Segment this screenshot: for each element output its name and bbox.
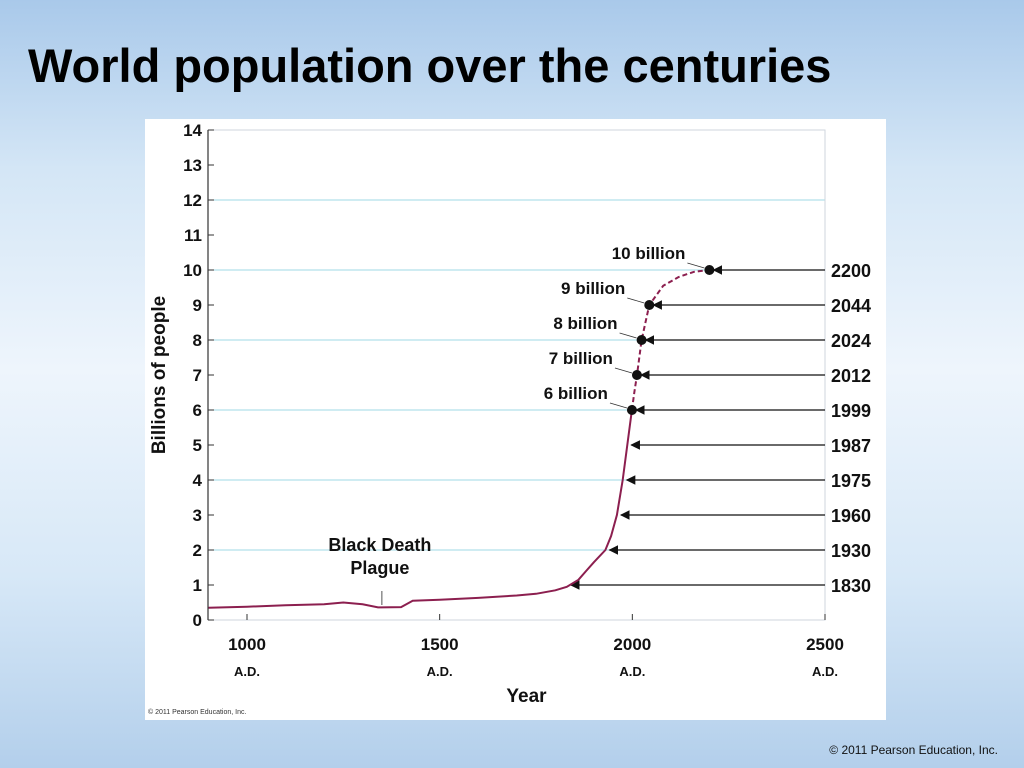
milestone-leader [614,367,633,374]
annotation-label: Black Death [328,535,431,555]
y-tick-label: 12 [183,191,202,210]
milestone-dot [626,405,637,415]
year-marker-label: 1960 [831,506,871,526]
slide-title: World population over the centuries [28,39,832,92]
x-tick-label: 2000 [613,635,651,654]
y-tick-label: 4 [193,471,203,490]
slide-footer: © 2011 Pearson Education, Inc. [829,743,998,757]
milestone-leader [619,332,637,339]
milestone-dot [636,335,647,345]
y-tick-label: 1 [193,576,202,595]
year-marker-label: 1830 [831,576,871,596]
milestone-label: 7 billion [549,349,613,368]
year-marker-label: 1987 [831,436,871,456]
milestone-dot [704,265,715,275]
x-tick-era-label: A.D. [234,664,260,679]
x-tick-label: 1500 [421,635,459,654]
milestone-leader [627,297,645,304]
annotation-label: Plague [350,558,409,578]
y-tick-label: 6 [193,401,202,420]
population-chart: 012345678910111213141000A.D.1500A.D.2000… [149,121,871,707]
x-tick-label: 2500 [806,635,844,654]
x-tick-label: 1000 [228,635,266,654]
x-tick-era-label: A.D. [427,664,453,679]
x-tick-era-label: A.D. [619,664,645,679]
y-tick-label: 7 [193,366,202,385]
year-marker-label: 1930 [831,541,871,561]
y-tick-label: 0 [193,611,202,630]
milestone-label: 9 billion [561,279,625,298]
y-tick-label: 5 [193,436,202,455]
x-tick-era-label: A.D. [812,664,838,679]
year-marker-label: 2024 [831,331,871,351]
y-tick-label: 9 [193,296,202,315]
figure-panel: 0 1 2 3 4 5 6 7 8 9 10 11 12 13 14 1000 A.D. 1500 A.D. 2000… [145,119,886,720]
y-tick-label: 14 [183,121,202,140]
y-tick-label: 3 [193,506,202,525]
y-axis-title: Billions of people [149,296,170,454]
milestone-dot [644,300,655,310]
year-marker-label: 2044 [831,296,871,316]
milestone-label: 8 billion [553,314,617,333]
year-marker-label: 2012 [831,366,871,386]
milestone-leader [609,402,628,409]
y-tick-label: 2 [193,541,202,560]
milestone-label: 10 billion [612,244,686,263]
milestone-leader [687,262,705,269]
figure-credit: © 2011 Pearson Education, Inc. [148,709,247,716]
year-marker-label: 2200 [831,261,871,281]
year-marker-label: 1999 [831,401,871,421]
milestone-label: 6 billion [544,384,608,403]
year-marker-label: 1975 [831,471,871,491]
y-tick-label: 10 [183,261,202,280]
milestone-dot [631,370,642,380]
y-tick-label: 13 [183,156,202,175]
y-tick-label: 11 [184,226,202,245]
population-line [208,409,633,609]
y-tick-label: 8 [193,331,202,350]
x-axis-title: Year [506,686,547,707]
